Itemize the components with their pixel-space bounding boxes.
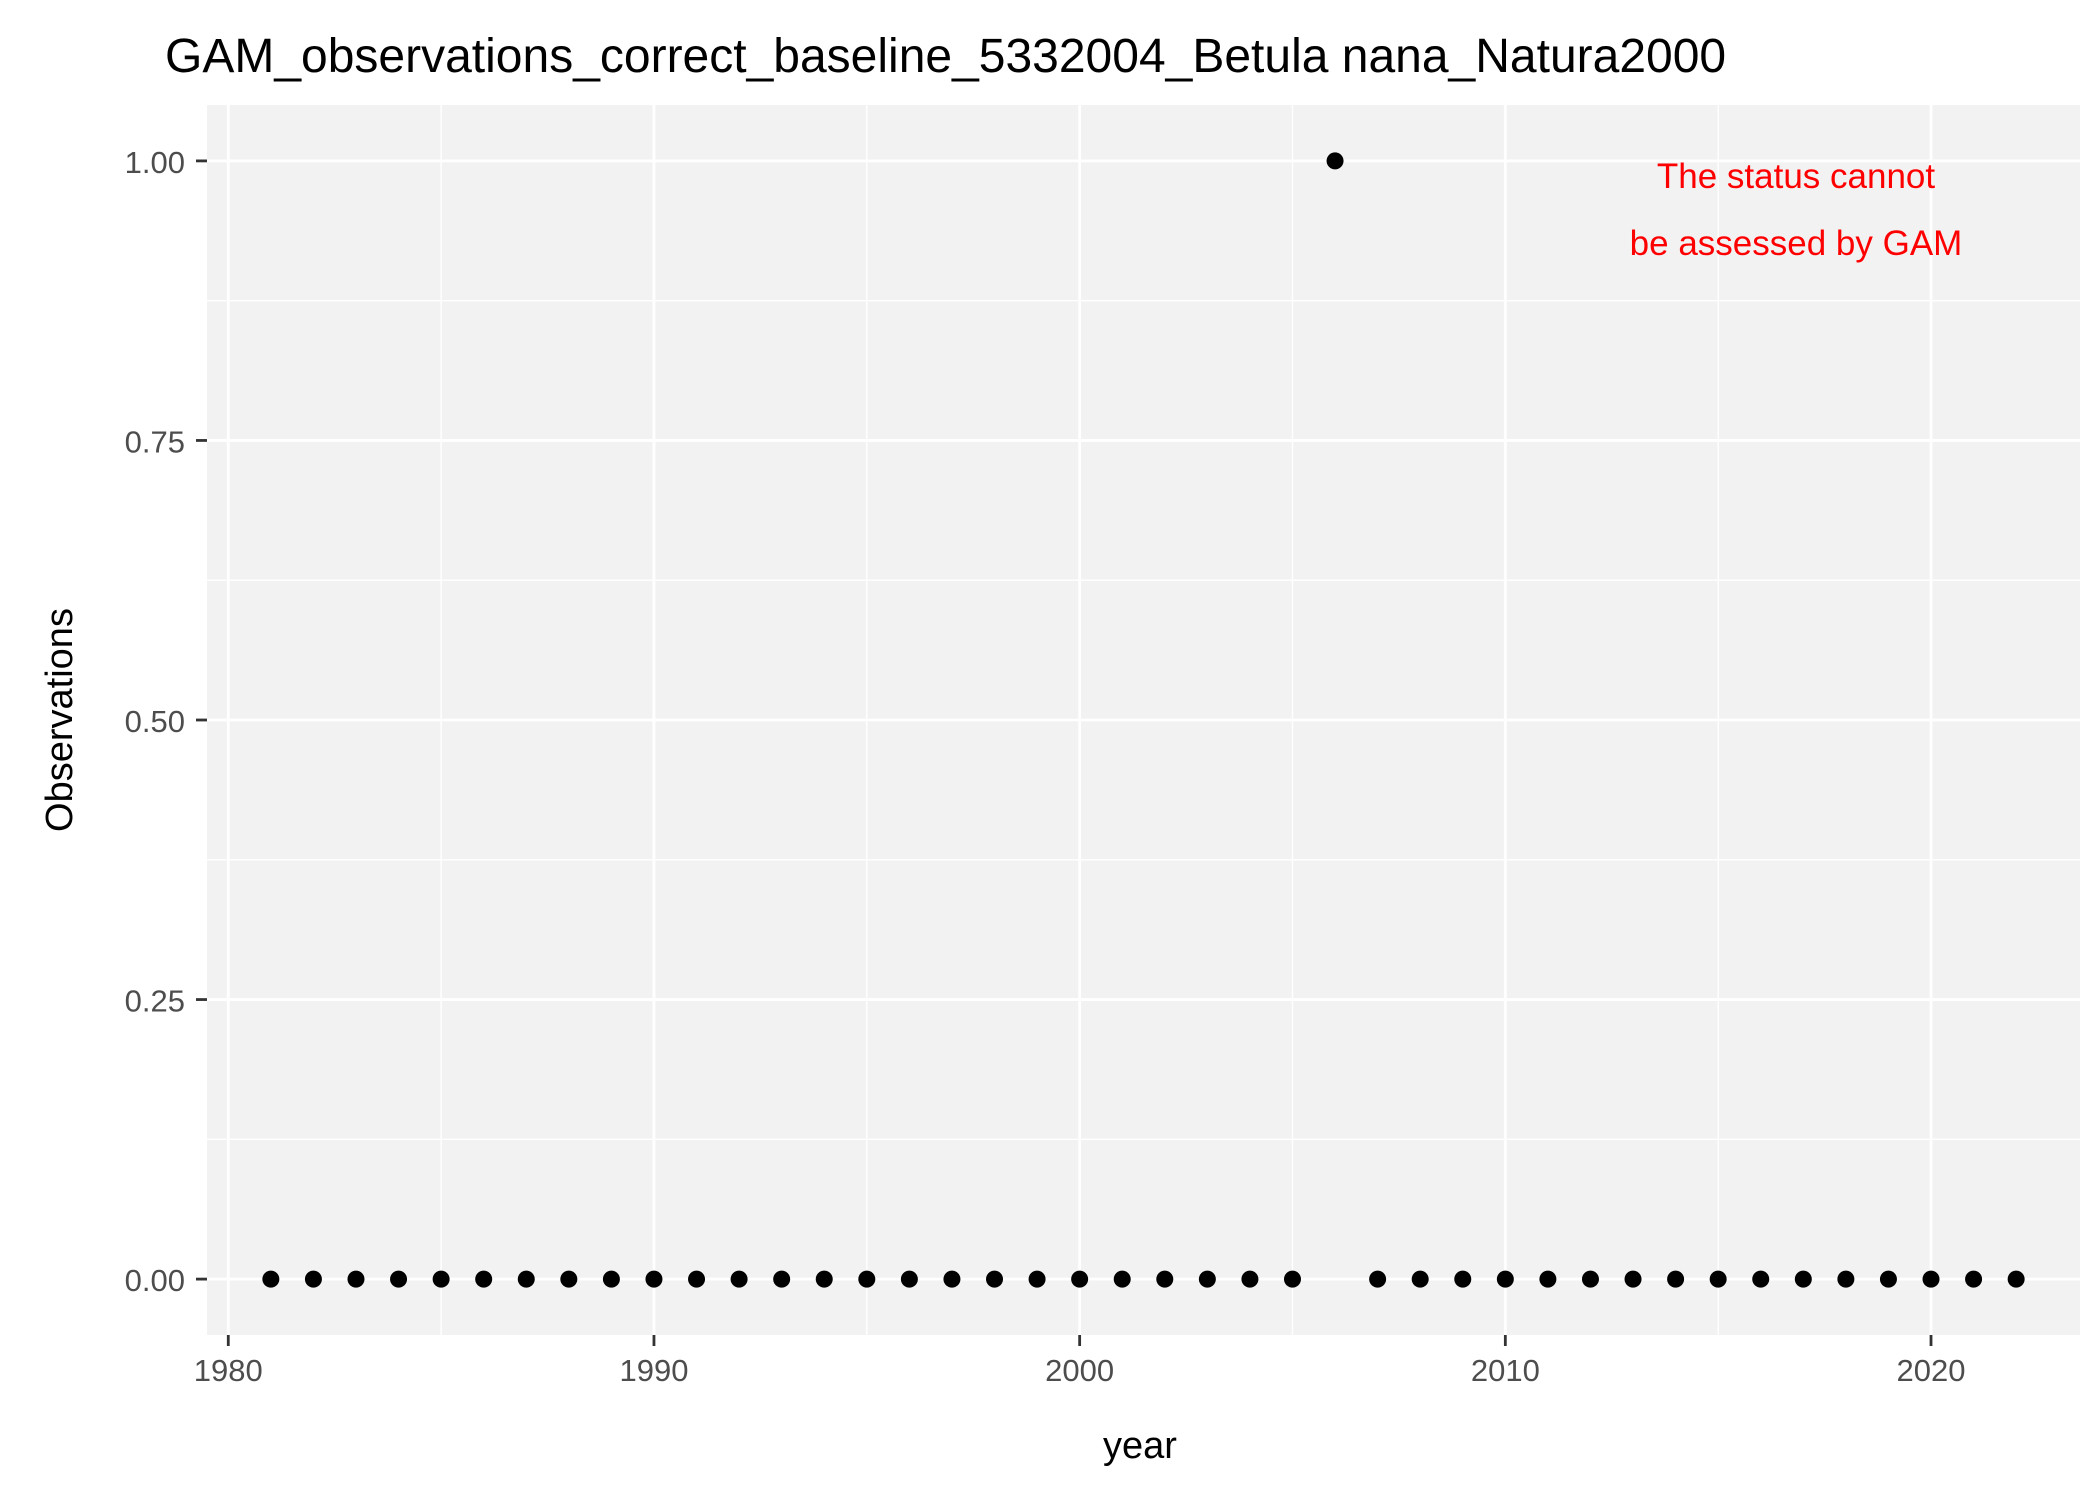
data-point <box>1581 1270 1599 1288</box>
x-tick-label: 2020 <box>1897 1353 1966 1388</box>
x-tick-label: 1980 <box>194 1353 263 1388</box>
annotation-line: be assessed by GAM <box>1630 224 1963 263</box>
data-point <box>858 1270 876 1288</box>
data-point <box>347 1270 365 1288</box>
data-point <box>1837 1270 1855 1288</box>
data-point <box>1071 1270 1089 1288</box>
data-point <box>1667 1270 1685 1288</box>
data-point <box>688 1270 706 1288</box>
data-point <box>1283 1270 1301 1288</box>
major-gridlines <box>207 105 2080 1335</box>
x-tick-label: 1990 <box>619 1353 688 1388</box>
data-point <box>2007 1270 2025 1288</box>
data-point <box>262 1270 280 1288</box>
data-point <box>645 1270 663 1288</box>
data-point <box>602 1270 620 1288</box>
data-point <box>773 1270 791 1288</box>
data-point <box>815 1270 833 1288</box>
annotation-line: The status cannot <box>1657 157 1935 196</box>
data-point <box>1028 1270 1046 1288</box>
y-axis-label: Observations <box>39 608 81 832</box>
y-tick-label: 1.00 <box>125 145 185 180</box>
data-point <box>1113 1270 1131 1288</box>
data-point <box>1794 1270 1812 1288</box>
data-point <box>1879 1270 1897 1288</box>
data-point <box>900 1270 918 1288</box>
data-point <box>943 1270 961 1288</box>
x-axis-label: year <box>1103 1425 1177 1467</box>
x-tick-label: 2010 <box>1471 1353 1540 1388</box>
data-point <box>1411 1270 1429 1288</box>
y-tick-label: 0.75 <box>125 424 185 459</box>
y-axis: 0.00 0.25 0.50 0.75 1.00 <box>125 145 207 1298</box>
data-point <box>1539 1270 1557 1288</box>
y-tick-label: 0.25 <box>125 984 185 1019</box>
data-point <box>1156 1270 1174 1288</box>
data-point <box>1624 1270 1642 1288</box>
data-point <box>304 1270 322 1288</box>
data-point <box>517 1270 535 1288</box>
chart-title: GAM_observations_correct_baseline_533200… <box>165 30 1726 83</box>
data-point <box>730 1270 748 1288</box>
data-point <box>1326 152 1344 170</box>
data-point <box>1496 1270 1514 1288</box>
data-points <box>262 152 2025 1288</box>
data-point <box>1454 1270 1472 1288</box>
data-point <box>475 1270 493 1288</box>
data-point <box>1198 1270 1216 1288</box>
data-point <box>1752 1270 1770 1288</box>
data-point <box>1369 1270 1387 1288</box>
data-point <box>1709 1270 1727 1288</box>
data-point <box>986 1270 1004 1288</box>
status-annotation: The status cannot be assessed by GAM <box>1630 157 1963 263</box>
y-tick-label: 0.50 <box>125 704 185 739</box>
x-tick-label: 2000 <box>1045 1353 1114 1388</box>
data-point <box>1241 1270 1259 1288</box>
data-point <box>432 1270 450 1288</box>
y-tick-label: 0.00 <box>125 1263 185 1298</box>
x-axis: 1980 1990 2000 2010 2020 <box>194 1335 1966 1388</box>
data-point <box>1922 1270 1940 1288</box>
data-point <box>1965 1270 1983 1288</box>
data-point <box>560 1270 578 1288</box>
data-point <box>390 1270 408 1288</box>
